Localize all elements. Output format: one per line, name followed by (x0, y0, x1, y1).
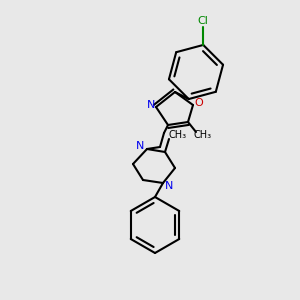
Text: CH₃: CH₃ (194, 130, 212, 140)
Text: O: O (195, 98, 203, 108)
Text: N: N (165, 181, 173, 191)
Text: Cl: Cl (198, 16, 209, 26)
Text: N: N (136, 141, 144, 151)
Text: CH₃: CH₃ (169, 130, 187, 140)
Text: N: N (147, 100, 155, 110)
